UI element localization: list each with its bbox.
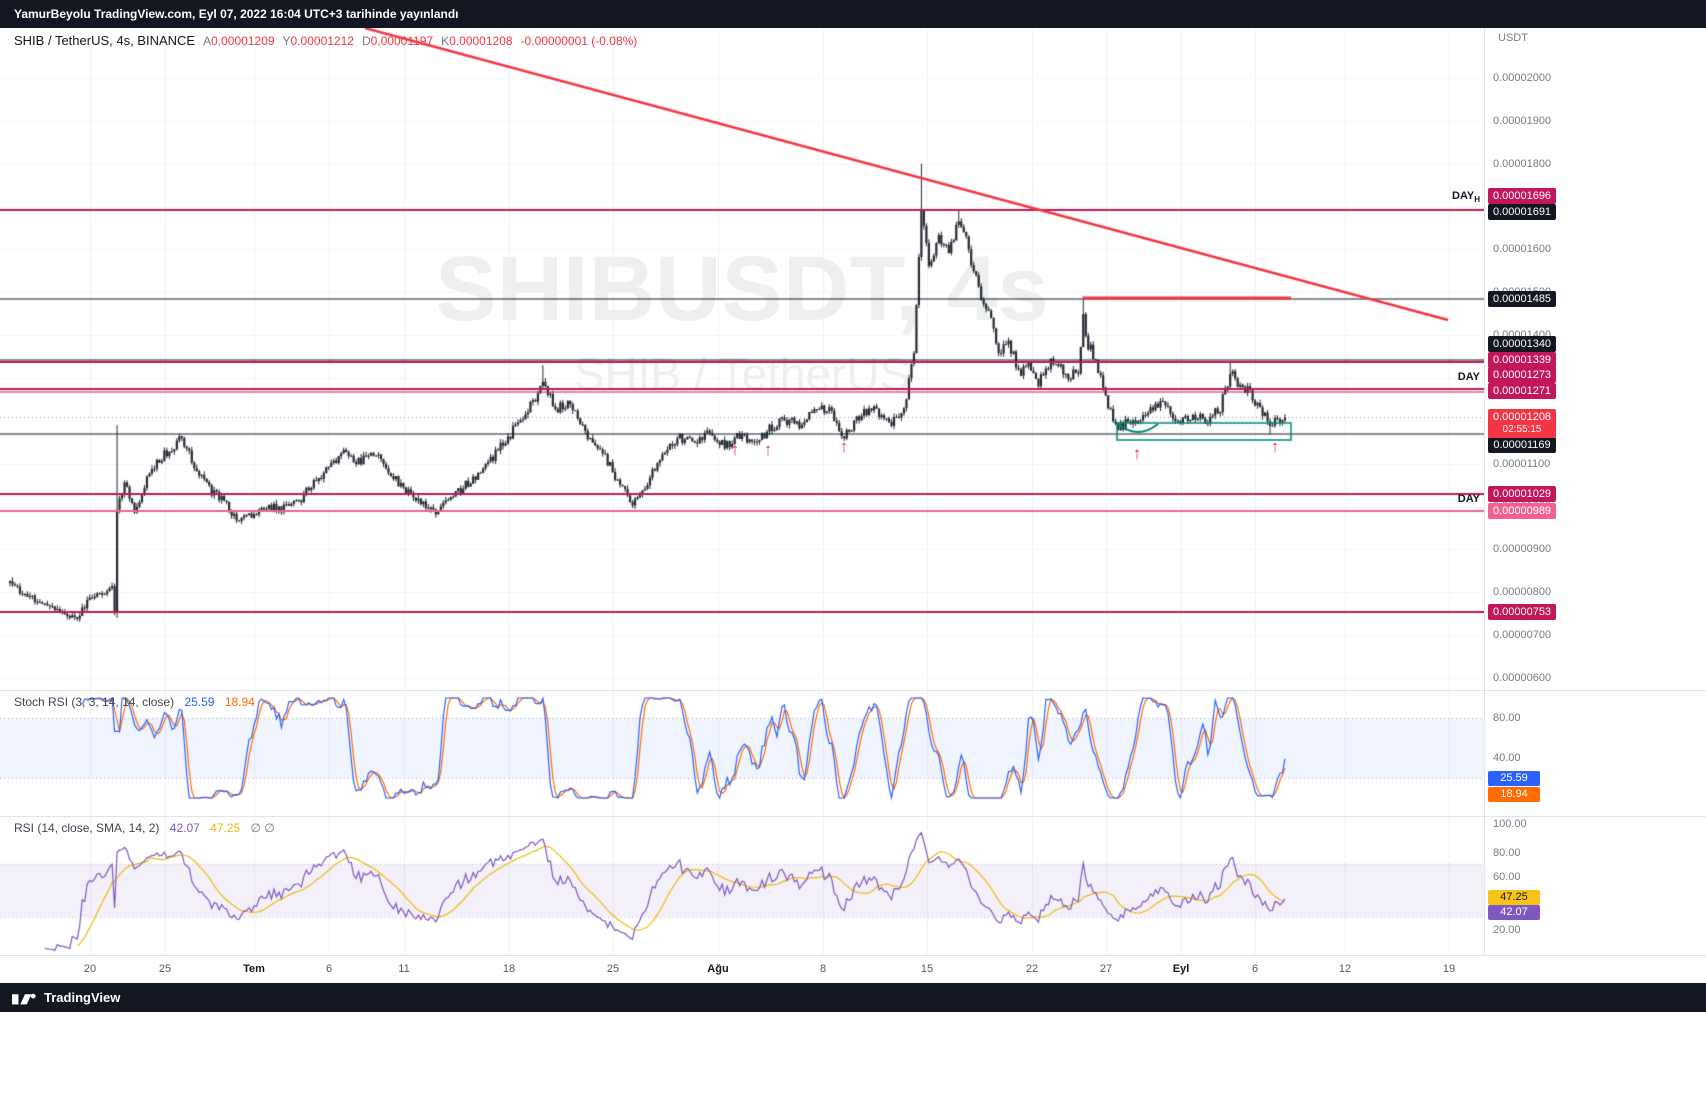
- time-axis-label: 22: [1025, 963, 1039, 975]
- last-price-label: 0.00001208 02:55:15: [1488, 409, 1556, 438]
- stoch-rsi-title[interactable]: Stoch RSI (3, 3, 14, 14, close): [14, 695, 174, 709]
- footer-brand[interactable]: TradingView: [44, 990, 121, 1005]
- time-axis-label: 6: [1251, 963, 1259, 975]
- pane-separator[interactable]: [0, 816, 1706, 817]
- price-level-label: 0.00000989: [1488, 503, 1556, 519]
- price-level-label: 0.00001169: [1488, 437, 1556, 453]
- open-key: A: [203, 34, 212, 48]
- indicator-scale-label: 80.00: [1493, 712, 1521, 724]
- day-level-label: DAY: [1457, 493, 1480, 505]
- stoch-rsi-pane: Stoch RSI (3, 3, 14, 14, close) 25.59 18…: [0, 690, 1484, 816]
- price-pane: SHIBUSDT, 4s SHIB / TetherUS SHIB / Teth…: [0, 28, 1484, 690]
- publish-text: YamurBeyolu TradingView.com, Eyl 07, 202…: [14, 7, 459, 21]
- price-level-label: 0.00001273: [1488, 367, 1556, 383]
- time-axis[interactable]: 20 25 Tem 6 11 18 25 Ağu 8 15 22 27 Eyl 6 12 19: [0, 955, 1706, 984]
- time-axis-label: 11: [398, 963, 410, 975]
- price-level-label: 0.00001485: [1488, 291, 1556, 307]
- price-gridline-label: 0.00002000: [1493, 72, 1552, 84]
- time-axis-label: 18: [502, 963, 516, 975]
- time-axis-label: 12: [1338, 963, 1352, 975]
- symbol-title[interactable]: SHIB / TetherUS, 4s, BINANCE: [14, 33, 196, 48]
- close-key: K: [441, 34, 450, 48]
- price-chart-canvas[interactable]: [0, 28, 1484, 690]
- price-gridline-label: 0.00000800: [1493, 586, 1552, 598]
- time-axis-label: 20: [83, 963, 97, 975]
- price-gridline-label: 0.00001100: [1493, 458, 1551, 470]
- open-value: 0.00001209: [211, 34, 275, 48]
- footer-bar: TradingView: [0, 983, 1706, 1012]
- change-value: -0.00000001 (-0.08%): [520, 34, 638, 48]
- price-gridline-label: 0.00000700: [1493, 629, 1552, 641]
- indicator-scale-label: 80.00: [1493, 847, 1521, 859]
- last-price-value: 0.00001208: [1492, 411, 1552, 423]
- publish-bar: YamurBeyolu TradingView.com, Eyl 07, 202…: [0, 0, 1706, 28]
- indicator-value-badge: 47.25: [1488, 890, 1540, 905]
- price-gridline-label: 0.00000600: [1493, 672, 1552, 684]
- up-arrow-marker[interactable]: ↑: [1132, 444, 1142, 463]
- indicator-scale-label: 60.00: [1493, 871, 1521, 883]
- axis-currency-label: USDT: [1498, 32, 1528, 44]
- price-level-label: 0.00001691: [1488, 204, 1556, 220]
- chart-area: SHIBUSDT, 4s SHIB / TetherUS SHIB / Teth…: [0, 28, 1706, 955]
- time-axis-label: 19: [1442, 963, 1456, 975]
- price-gridline-label: 0.00001900: [1493, 115, 1552, 127]
- price-axis[interactable]: USDT 0.00001208 02:55:15 0.00002000 0.000…: [1484, 28, 1706, 955]
- price-level-label: 0.00001339: [1488, 352, 1556, 368]
- close-value: 0.00001208: [449, 34, 513, 48]
- price-level-label: 0.00001340: [1488, 336, 1556, 352]
- rsi-title-name: RSI: [14, 821, 35, 835]
- price-gridline-label: 0.00001600: [1493, 243, 1552, 255]
- day-level-label: DAY: [1457, 371, 1480, 383]
- price-level-label: 0.00001696: [1488, 188, 1556, 204]
- time-axis-label: 15: [920, 963, 934, 975]
- up-arrow-marker[interactable]: ↑: [763, 440, 773, 459]
- indicator-value-badge: 25.59: [1488, 771, 1540, 786]
- low-value: 0.00001197: [370, 34, 434, 48]
- rsi-title-params: (14, close, SMA, 14, 2): [37, 821, 160, 835]
- symbol-legend: SHIB / TetherUS, 4s, BINANCE A0.00001209 Y…: [14, 33, 637, 48]
- low-key: D: [361, 34, 371, 48]
- time-axis-label: 6: [325, 963, 333, 975]
- rsi-hidden-values: ∅ ∅: [250, 821, 275, 835]
- indicator-scale-label: 40.00: [1493, 752, 1521, 764]
- stoch-k-value: 25.59: [184, 695, 215, 709]
- time-axis-label: 25: [158, 963, 172, 975]
- tradingview-logo[interactable]: [12, 990, 36, 1005]
- price-gridline-label: 0.00000900: [1493, 543, 1552, 555]
- up-arrow-marker[interactable]: ↑: [1270, 437, 1280, 456]
- time-axis-label: Ağu: [707, 963, 729, 975]
- high-value: 0.00001212: [290, 34, 354, 48]
- time-axis-label: Tem: [243, 963, 265, 975]
- price-level-label: 0.00001029: [1488, 486, 1556, 502]
- stoch-rsi-legend: Stoch RSI (3, 3, 14, 14, close) 25.59 18…: [14, 695, 255, 709]
- time-axis-label: Eyl: [1172, 963, 1190, 975]
- indicator-scale-label: 20.00: [1493, 924, 1521, 936]
- up-arrow-marker[interactable]: ↑: [839, 437, 849, 456]
- price-level-label: 0.00000753: [1488, 604, 1556, 620]
- stoch-d-value: 18.94: [224, 695, 255, 709]
- rsi-value: 42.07: [169, 821, 200, 835]
- time-axis-label: 8: [819, 963, 827, 975]
- rsi-title[interactable]: RSI (14, close, SMA, 14, 2): [14, 821, 159, 835]
- indicator-scale-label: 100.00: [1493, 818, 1527, 830]
- indicator-value-badge: 42.07: [1488, 905, 1540, 920]
- pane-separator[interactable]: [0, 690, 1706, 691]
- up-arrow-marker[interactable]: ↑: [730, 440, 740, 459]
- rsi-canvas[interactable]: [0, 816, 1484, 955]
- time-axis-label: 25: [606, 963, 620, 975]
- indicator-value-badge: 18.94: [1488, 787, 1540, 802]
- stoch-rsi-title-name: Stoch RSI: [14, 695, 69, 709]
- stoch-rsi-canvas[interactable]: [0, 690, 1484, 816]
- rsi-ma-value: 47.25: [210, 821, 241, 835]
- rsi-legend: RSI (14, close, SMA, 14, 2) 42.07 47.25 …: [14, 821, 275, 835]
- rsi-pane: RSI (14, close, SMA, 14, 2) 42.07 47.25 …: [0, 816, 1484, 955]
- day-level-label: DAYH: [1452, 190, 1480, 205]
- time-axis-label: 27: [1099, 963, 1113, 975]
- stoch-rsi-title-params: (3, 3, 14, 14, close): [71, 695, 175, 709]
- price-gridline-label: 0.00001800: [1493, 158, 1552, 170]
- price-level-label: 0.00001271: [1488, 383, 1556, 399]
- bar-countdown: 02:55:15: [1502, 424, 1542, 435]
- high-key: Y: [282, 34, 291, 48]
